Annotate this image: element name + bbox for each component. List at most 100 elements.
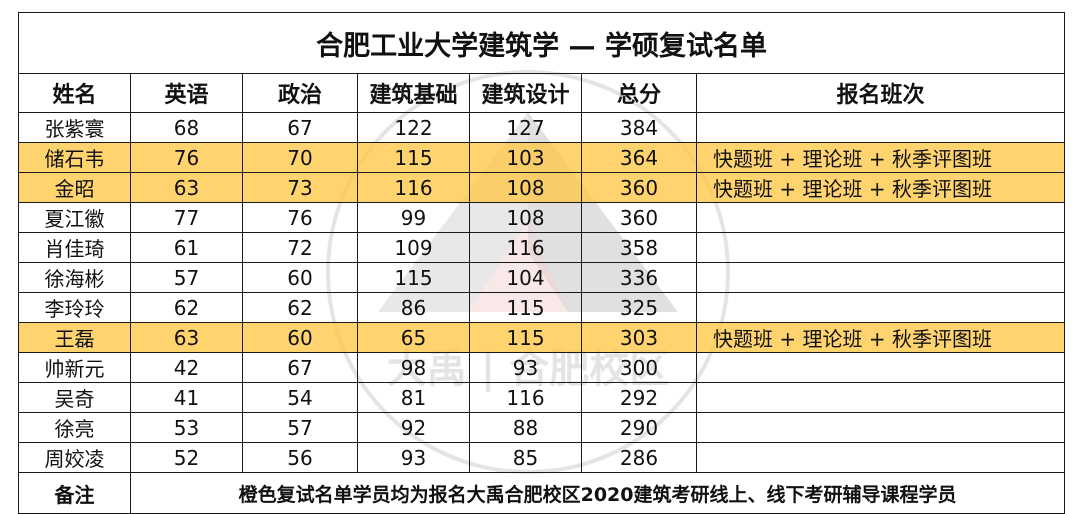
cell-name: 帅新元 bbox=[18, 352, 131, 383]
cell-arch-basic: 99 bbox=[357, 202, 470, 233]
cell-arch-basic: 93 bbox=[357, 442, 470, 473]
cell-politics: 73 bbox=[242, 172, 358, 203]
cell-total: 325 bbox=[581, 292, 697, 323]
cell-english: 61 bbox=[130, 232, 243, 263]
cell-arch-design: 115 bbox=[469, 292, 582, 323]
cell-arch-basic: 92 bbox=[357, 412, 470, 443]
col-header-total: 总分 bbox=[581, 73, 697, 113]
cell-politics: 76 bbox=[242, 202, 358, 233]
table-row: 张紫寰 68 67 122 127 384 bbox=[18, 112, 1066, 143]
cell-english: 57 bbox=[130, 262, 243, 293]
col-header-arch-basic: 建筑基础 bbox=[357, 73, 470, 113]
cell-arch-basic: 86 bbox=[357, 292, 470, 323]
col-header-politics: 政治 bbox=[242, 73, 358, 113]
table-row: 李玲玲 62 62 86 115 325 bbox=[18, 292, 1066, 323]
table-row: 吴奇 41 54 81 116 292 bbox=[18, 382, 1066, 413]
admission-list-sheet: 大禹 | 合肥校区 合肥工业大学建筑学 — 学硕复试名单 姓名 英语 政治 建筑… bbox=[17, 12, 1066, 514]
cell-name: 金昭 bbox=[18, 172, 131, 203]
cell-arch-design: 88 bbox=[469, 412, 582, 443]
cell-english: 52 bbox=[130, 442, 243, 473]
cell-name: 肖佳琦 bbox=[18, 232, 131, 263]
cell-english: 41 bbox=[130, 382, 243, 413]
cell-arch-design: 103 bbox=[469, 142, 582, 173]
cell-arch-design: 108 bbox=[469, 202, 582, 233]
cell-name: 周姣凌 bbox=[18, 442, 131, 473]
cell-class bbox=[695, 232, 1066, 263]
cell-total: 358 bbox=[581, 232, 697, 263]
note-text: 橙色复试名单学员均为报名大禹合肥校区2020建筑考研线上、线下考研辅导课程学员 bbox=[129, 472, 1066, 514]
cell-total: 300 bbox=[581, 352, 697, 383]
cell-arch-basic: 115 bbox=[357, 262, 470, 293]
cell-name: 李玲玲 bbox=[18, 292, 131, 323]
cell-class bbox=[695, 262, 1066, 293]
cell-class bbox=[695, 352, 1066, 383]
title-row: 合肥工业大学建筑学 — 学硕复试名单 bbox=[17, 12, 1066, 74]
cell-arch-design: 85 bbox=[469, 442, 582, 473]
cell-class: 快题班 + 理论班 + 秋季评图班 bbox=[695, 322, 1066, 353]
cell-arch-basic: 98 bbox=[357, 352, 470, 383]
cell-class bbox=[695, 382, 1066, 413]
col-header-arch-design: 建筑设计 bbox=[469, 73, 582, 113]
note-label: 备注 bbox=[18, 472, 131, 514]
table-row: 帅新元 42 67 98 93 300 bbox=[18, 352, 1066, 383]
cell-total: 336 bbox=[581, 262, 697, 293]
cell-politics: 62 bbox=[242, 292, 358, 323]
cell-total: 303 bbox=[581, 322, 697, 353]
cell-english: 42 bbox=[130, 352, 243, 383]
cell-class bbox=[695, 112, 1066, 143]
note-row: 备注 橙色复试名单学员均为报名大禹合肥校区2020建筑考研线上、线下考研辅导课程学… bbox=[18, 472, 1066, 514]
cell-name: 张紫寰 bbox=[18, 112, 131, 143]
cell-arch-basic: 81 bbox=[357, 382, 470, 413]
cell-arch-design: 108 bbox=[469, 172, 582, 203]
cell-arch-design: 116 bbox=[469, 232, 582, 263]
col-header-name: 姓名 bbox=[18, 73, 131, 113]
cell-english: 77 bbox=[130, 202, 243, 233]
table-row: 徐海彬 57 60 115 104 336 bbox=[18, 262, 1066, 293]
cell-english: 62 bbox=[130, 292, 243, 323]
cell-class bbox=[695, 202, 1066, 233]
cell-politics: 60 bbox=[242, 322, 358, 353]
cell-english: 53 bbox=[130, 412, 243, 443]
cell-class: 快题班 + 理论班 + 秋季评图班 bbox=[695, 172, 1066, 203]
cell-name: 储石韦 bbox=[18, 142, 131, 173]
admission-table: 合肥工业大学建筑学 — 学硕复试名单 姓名 英语 政治 建筑基础 建筑设计 总分… bbox=[17, 12, 1066, 514]
cell-politics: 54 bbox=[242, 382, 358, 413]
cell-arch-basic: 109 bbox=[357, 232, 470, 263]
table-title: 合肥工业大学建筑学 — 学硕复试名单 bbox=[17, 12, 1066, 74]
cell-name: 吴奇 bbox=[18, 382, 131, 413]
cell-arch-basic: 122 bbox=[357, 112, 470, 143]
cell-total: 360 bbox=[581, 172, 697, 203]
cell-english: 63 bbox=[130, 322, 243, 353]
cell-total: 364 bbox=[581, 142, 697, 173]
cell-class bbox=[695, 442, 1066, 473]
cell-arch-design: 116 bbox=[469, 382, 582, 413]
cell-name: 徐海彬 bbox=[18, 262, 131, 293]
cell-english: 76 bbox=[130, 142, 243, 173]
cell-class bbox=[695, 292, 1066, 323]
table-row: 夏江徽 77 76 99 108 360 bbox=[18, 202, 1066, 233]
col-header-english: 英语 bbox=[130, 73, 243, 113]
table-row: 肖佳琦 61 72 109 116 358 bbox=[18, 232, 1066, 263]
cell-arch-basic: 115 bbox=[357, 142, 470, 173]
cell-arch-design: 104 bbox=[469, 262, 582, 293]
cell-english: 63 bbox=[130, 172, 243, 203]
cell-total: 292 bbox=[581, 382, 697, 413]
cell-name: 夏江徽 bbox=[18, 202, 131, 233]
cell-politics: 60 bbox=[242, 262, 358, 293]
cell-total: 360 bbox=[581, 202, 697, 233]
cell-politics: 56 bbox=[242, 442, 358, 473]
cell-name: 徐亮 bbox=[18, 412, 131, 443]
table-row: 储石韦 76 70 115 103 364 快题班 + 理论班 + 秋季评图班 bbox=[18, 142, 1066, 173]
cell-arch-basic: 65 bbox=[357, 322, 470, 353]
cell-arch-basic: 116 bbox=[357, 172, 470, 203]
cell-name: 王磊 bbox=[18, 322, 131, 353]
header-row: 姓名 英语 政治 建筑基础 建筑设计 总分 报名班次 bbox=[18, 73, 1066, 113]
cell-class: 快题班 + 理论班 + 秋季评图班 bbox=[695, 142, 1066, 173]
cell-arch-design: 115 bbox=[469, 322, 582, 353]
col-header-class: 报名班次 bbox=[695, 73, 1066, 113]
cell-politics: 67 bbox=[242, 352, 358, 383]
table-row: 徐亮 53 57 92 88 290 bbox=[18, 412, 1066, 443]
cell-total: 286 bbox=[581, 442, 697, 473]
cell-politics: 67 bbox=[242, 112, 358, 143]
table-row: 金昭 63 73 116 108 360 快题班 + 理论班 + 秋季评图班 bbox=[18, 172, 1066, 203]
